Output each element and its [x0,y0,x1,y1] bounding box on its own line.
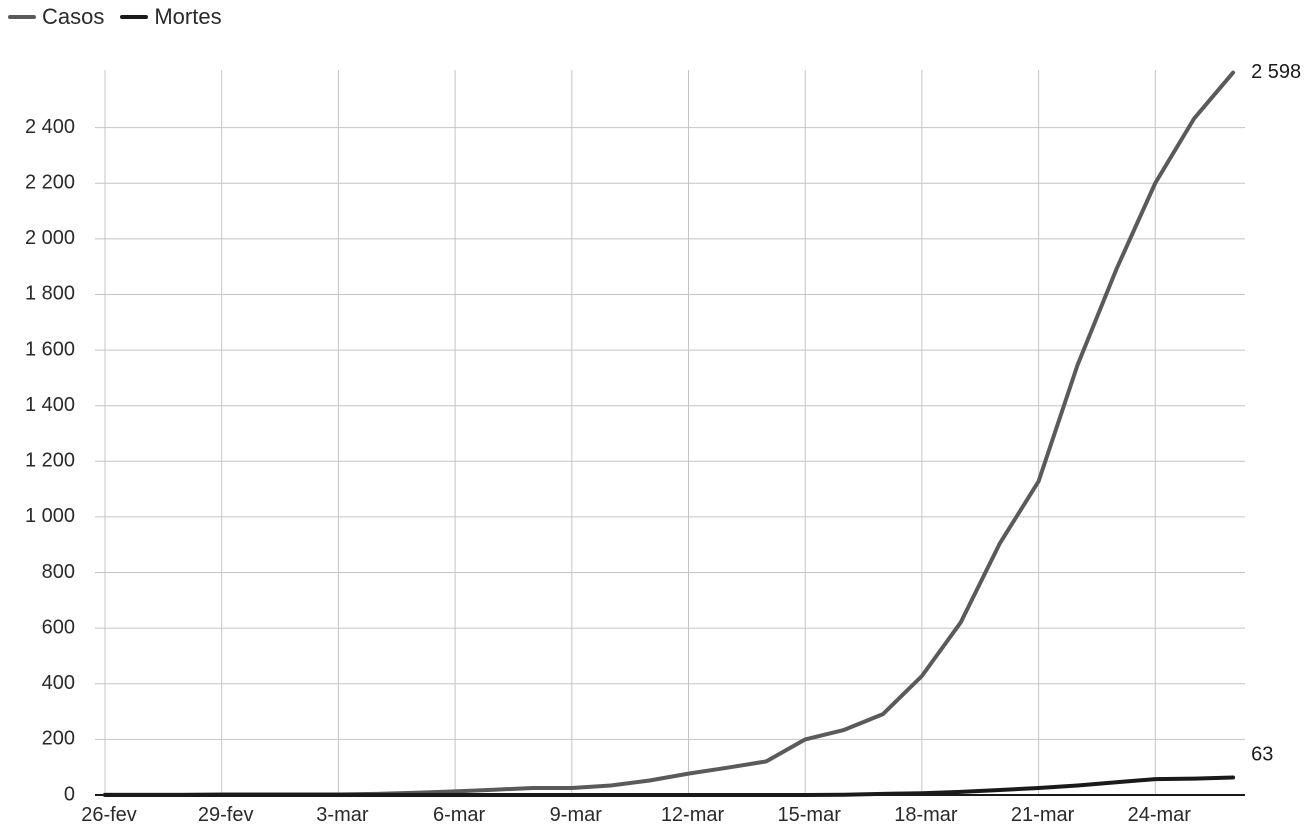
y-tick-label: 0 [64,783,75,805]
x-tick-label: 6-mar [433,804,486,826]
x-tick-label: 9-mar [550,804,603,826]
x-tick-label: 26-fev [81,804,137,826]
x-tick-label: 15-mar [778,804,842,826]
y-tick-label: 1 800 [25,283,75,305]
y-tick-label: 1 600 [25,338,75,360]
series-line-casos [103,70,1236,797]
legend-item-casos: Casos [8,4,104,30]
y-tick-label: 2 000 [25,227,75,249]
y-tick-label: 200 [42,728,75,750]
y-tick-label: 1 400 [25,394,75,416]
legend-label-mortes: Mortes [154,4,222,29]
axes: 0 200 400 600 800 1 000 1 200 1 400 1 600 1 800 2 … [25,116,1245,826]
legend: Casos Mortes [8,4,222,30]
series-lines [103,70,1236,797]
y-tick-label: 800 [42,561,75,583]
y-tick-label: 600 [42,616,75,638]
y-tick-label: 400 [42,672,75,694]
y-tick-label: 2 200 [25,172,75,194]
legend-label-casos: Casos [42,4,105,29]
y-tick-label: 1 200 [25,450,75,472]
grid [95,70,1245,795]
x-tick-label: 18-mar [894,804,958,826]
end-labels: 2 598 63 [1251,61,1301,765]
legend-swatch-mortes [120,15,149,19]
legend-item-mortes: Mortes [120,4,222,30]
x-tick-label: 21-mar [1011,804,1075,826]
x-tick-label: 3-mar [316,804,369,826]
y-tick-label: 1 000 [25,505,75,527]
end-label-casos: 2 598 [1251,61,1301,83]
x-tick-label: 29-fev [198,804,254,826]
x-tick-label: 24-mar [1128,804,1192,826]
x-tick-label: 12-mar [661,804,725,826]
y-tick-label: 2 400 [25,116,75,138]
legend-swatch-casos [8,15,36,19]
series-line-mortes [103,775,1236,797]
end-label-mortes: 63 [1251,743,1273,765]
